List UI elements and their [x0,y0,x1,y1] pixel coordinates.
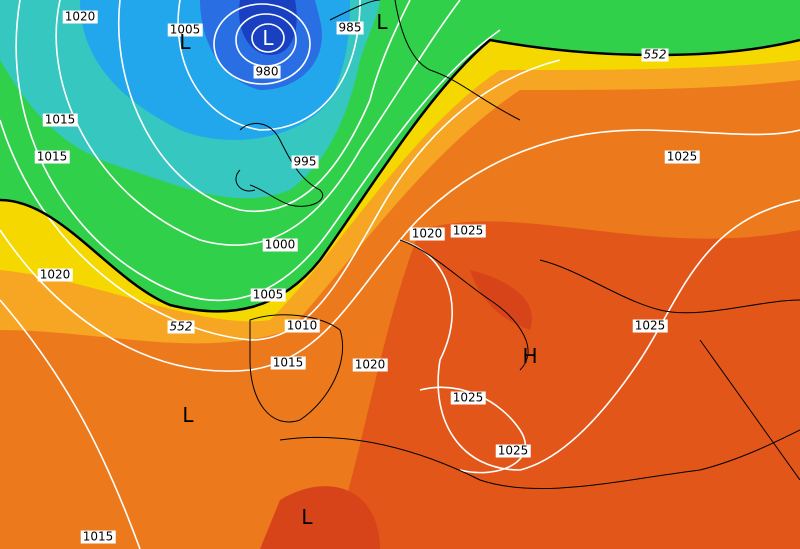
isobar-label: 1025 [495,443,531,458]
isobar-label: 1005 [250,287,286,302]
pressure-center: L [301,505,313,529]
thickness-label: 552 [641,47,669,62]
pressure-center: L [179,30,191,54]
isobar-label: 1000 [262,237,298,252]
isobar-label: 1020 [352,357,388,372]
pressure-center: L [262,26,274,50]
isobar-label: 1005 [167,22,203,37]
isobar-label: 1020 [62,9,98,24]
isobar-label: 1025 [664,149,700,164]
isobar-label: 1020 [37,267,73,282]
pressure-center: H [522,344,538,368]
field-red [470,270,532,330]
isobar-label: 1020 [409,226,445,241]
thickness-line [0,38,800,313]
isobar-label: 985 [336,20,364,35]
isobar-label: 980 [253,64,281,79]
isobar-label: 1015 [42,112,78,127]
coastlines [235,0,800,490]
isobar-label: 1025 [450,390,486,405]
pressure-center: L [182,403,194,427]
isobar-label: 1025 [632,318,668,333]
pressure-center: L [376,10,388,34]
isobar-label: 1010 [284,318,320,333]
isobar-label: 1015 [270,355,306,370]
isobar-label: 995 [291,154,319,169]
field-dark-orange [330,221,800,549]
thickness-label: 552 [167,319,195,334]
field-red [260,486,380,549]
isobar-label: 1015 [34,149,70,164]
isobar-label: 1015 [80,529,116,544]
isobar-label: 1025 [450,223,486,238]
field-dark-blue [239,0,297,55]
